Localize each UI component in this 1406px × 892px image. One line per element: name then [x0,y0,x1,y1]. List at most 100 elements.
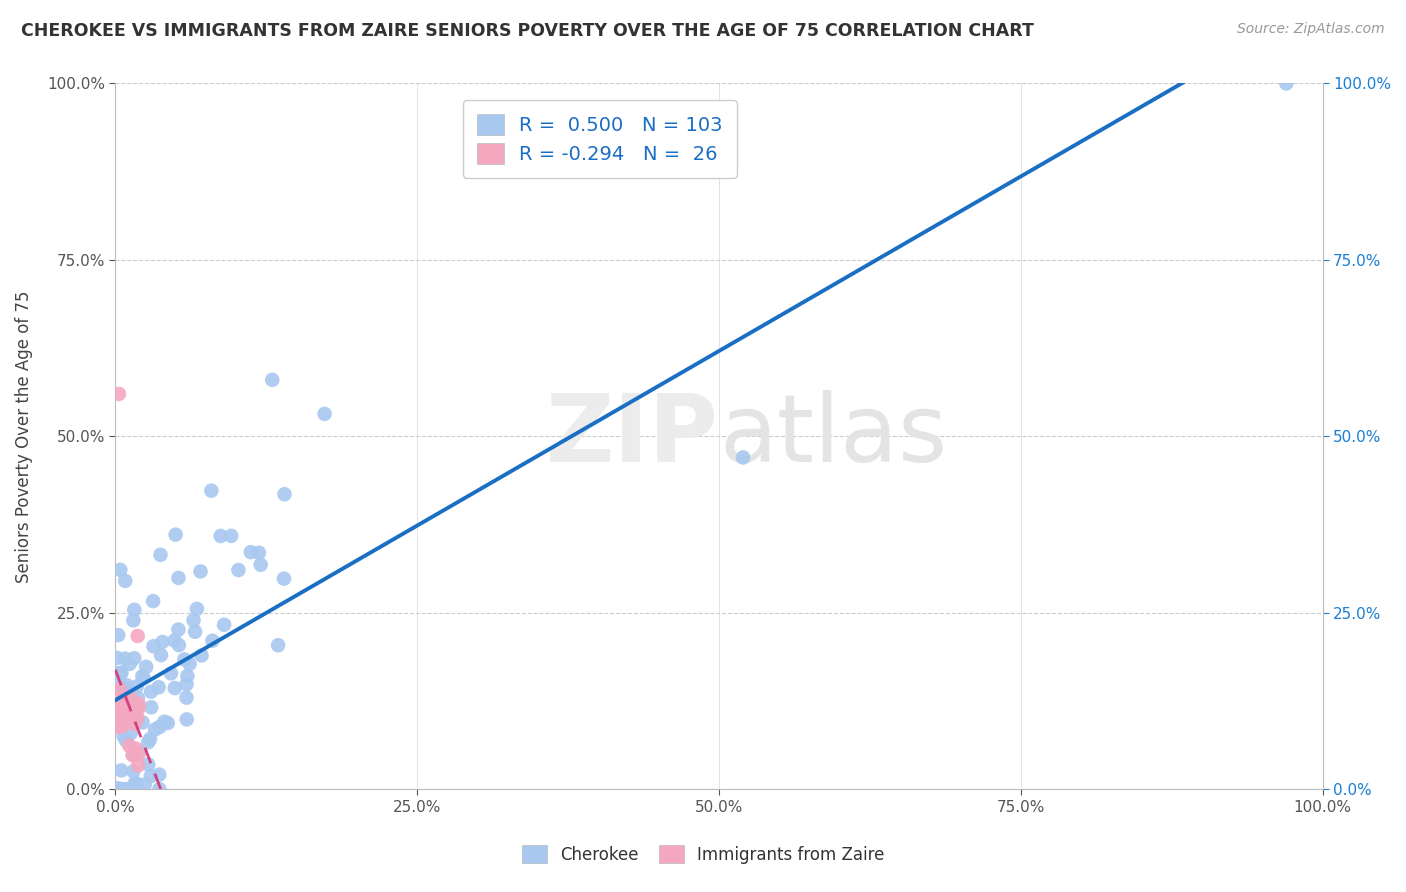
Point [112,703,135,717]
Point [108,707,131,722]
Point [160,666,183,681]
Point [249,558,271,572]
Point [190,565,212,579]
Point [112,692,135,706]
Point [156,716,179,731]
Point [149,548,172,562]
Point [121,704,143,718]
Point [108,387,131,401]
Point [173,652,195,666]
Legend: R =  0.500   N = 103, R = -0.294   N =  26: R = 0.500 N = 103, R = -0.294 N = 26 [463,100,737,178]
Point [111,718,134,732]
Point [114,694,136,708]
Point [110,720,132,734]
Point [153,714,176,729]
Point [200,483,222,498]
Point [142,594,165,608]
Point [262,373,284,387]
Point [112,699,135,714]
Point [128,701,150,715]
Point [125,741,148,756]
Point [148,782,170,797]
Point [121,747,143,762]
Point [108,720,131,734]
Point [115,681,138,696]
Point [124,717,146,731]
Point [201,633,224,648]
Point [120,691,142,706]
Point [111,717,134,731]
Point [108,782,131,797]
Point [139,684,162,698]
Point [118,657,141,671]
Point [273,487,295,501]
Point [212,617,235,632]
Point [114,651,136,665]
Point [139,731,162,746]
Point [115,782,138,797]
Point [124,651,146,665]
Point [121,782,143,797]
Point [107,781,129,796]
Text: ZIP: ZIP [546,391,718,483]
Point [148,680,170,694]
Point [131,715,153,730]
Point [117,706,139,720]
Point [108,704,131,718]
Point [122,764,145,779]
Point [733,450,755,465]
Point [143,723,166,737]
Point [132,671,155,685]
Point [114,707,136,722]
Point [127,747,149,762]
Point [111,699,134,714]
Point [111,701,134,715]
Point [184,624,207,639]
Point [136,735,159,749]
Point [150,648,173,662]
Point [115,711,138,725]
Point [105,666,128,681]
Point [135,660,157,674]
Point [167,623,190,637]
Point [139,769,162,783]
Point [120,690,142,705]
Point [110,666,132,681]
Point [176,669,198,683]
Point [105,706,128,721]
Point [107,697,129,711]
Point [165,527,187,541]
Point [110,665,132,680]
Point [267,638,290,652]
Point [114,699,136,714]
Point [127,691,149,706]
Point [167,571,190,585]
Text: CHEROKEE VS IMMIGRANTS FROM ZAIRE SENIORS POVERTY OVER THE AGE OF 75 CORRELATION: CHEROKEE VS IMMIGRANTS FROM ZAIRE SENIOR… [21,22,1033,40]
Point [105,651,128,665]
Point [107,680,129,694]
Point [167,638,190,652]
Point [142,640,165,654]
Point [1275,77,1298,91]
Point [121,747,143,762]
Point [127,712,149,726]
Point [120,726,142,740]
Point [108,706,131,721]
Point [179,657,201,671]
Point [186,602,208,616]
Point [209,529,232,543]
Point [125,776,148,790]
Text: Source: ZipAtlas.com: Source: ZipAtlas.com [1237,22,1385,37]
Point [141,700,163,714]
Point [110,764,132,778]
Point [112,729,135,743]
Point [136,757,159,772]
Point [131,669,153,683]
Point [163,681,186,695]
Point [176,712,198,726]
Point [134,778,156,792]
Point [124,776,146,790]
Point [247,546,270,560]
Point [125,680,148,694]
Point [148,767,170,781]
